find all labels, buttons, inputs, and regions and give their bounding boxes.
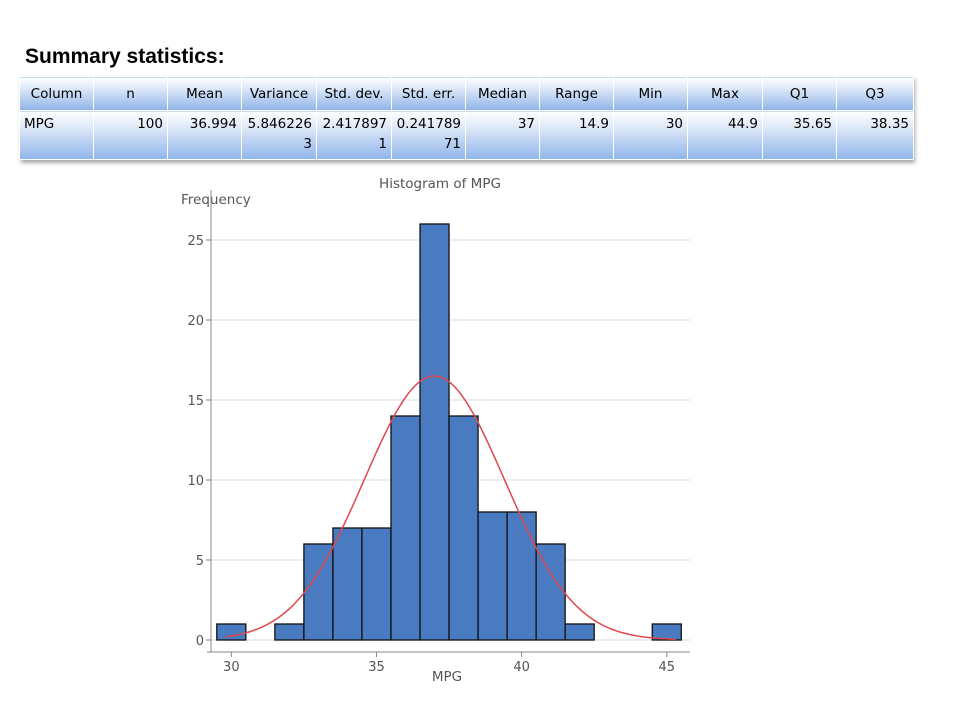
normal-fit-curve [225,375,676,641]
histogram-bar [303,543,334,641]
header-max: Max [687,76,763,111]
y-axis-label: Frequency [181,192,251,208]
x-tick-label: 45 [659,660,676,675]
x-tick-label: 35 [368,660,385,675]
header-q3: Q3 [836,76,914,111]
histogram-bar [216,623,247,641]
table-header-row: Column n Mean Variance Std. dev. Std. er… [19,76,914,111]
y-tick-label: 15 [187,394,204,409]
y-tick-label: 10 [187,474,204,489]
header-median: Median [465,76,540,111]
histogram-bar [535,543,566,641]
cell-n: 100 [93,110,168,160]
histogram-bar [448,415,479,641]
header-min: Min [613,76,688,111]
histogram-bars [216,223,682,641]
cell-range: 14.9 [539,110,614,160]
table-row: MPG 100 36.994 5.8462263 2.4178971 0.241… [19,110,914,160]
header-std-err: Std. err. [391,76,466,111]
chart-title: Histogram of MPG [379,176,501,192]
cell-variance: 5.8462263 [241,110,317,160]
header-mean: Mean [167,76,242,111]
histogram-bar [390,415,421,641]
header-n: n [93,76,168,111]
x-tick-label: 30 [223,660,240,675]
cell-mean: 36.994 [167,110,242,160]
axes: 0 5 10 15 20 25 30 35 40 45 [187,190,690,675]
summary-statistics-table: Column n Mean Variance Std. dev. Std. er… [19,76,914,160]
header-variance: Variance [241,76,317,111]
histogram-bar [332,527,363,641]
y-tick-label: 25 [187,234,204,249]
cell-q1: 35.65 [762,110,837,160]
histogram-bar [477,511,508,641]
x-tick-label: 40 [513,660,530,675]
slide-title: Summary statistics: [25,45,225,68]
y-tick-label: 5 [196,554,204,569]
y-tick-label: 20 [187,314,204,329]
header-std-dev: Std. dev. [316,76,392,111]
histogram-chart: Histogram of MPG Frequency MPG 0 5 10 15 20 2… [181,176,690,685]
cell-column: MPG [19,110,94,160]
header-q1: Q1 [762,76,837,111]
header-column: Column [19,76,94,111]
histogram-bar [651,623,682,641]
cell-std-err: 0.24178971 [391,110,466,160]
histogram-bar [506,511,537,641]
histogram-bar [361,527,392,641]
histogram-bar [274,623,305,641]
cell-min: 30 [613,110,688,160]
cell-std-dev: 2.4178971 [316,110,392,160]
histogram-bar [564,623,595,641]
x-axis-label: MPG [432,669,462,685]
cell-max: 44.9 [687,110,763,160]
header-range: Range [539,76,614,111]
y-tick-label: 0 [196,634,204,649]
cell-median: 37 [465,110,540,160]
cell-q3: 38.35 [836,110,914,160]
histogram-bar [419,223,450,641]
